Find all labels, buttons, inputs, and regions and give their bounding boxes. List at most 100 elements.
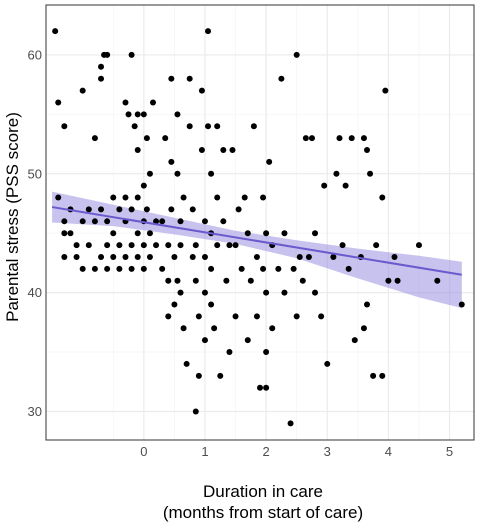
data-point [174,170,181,177]
x-tick-label: 3 [324,444,331,459]
data-point [263,349,270,356]
data-point [226,349,233,356]
data-point [110,253,117,260]
data-point [153,242,160,249]
data-point [205,123,212,130]
data-point [104,218,111,225]
data-point [85,206,92,213]
data-point [269,325,276,332]
data-point [360,325,367,332]
data-point [128,265,135,272]
data-point [61,123,68,130]
data-point [238,265,245,272]
data-point [201,289,208,296]
data-point [122,99,129,106]
data-point [367,170,374,177]
data-point [110,194,117,201]
data-point [385,277,392,284]
data-point [128,242,135,249]
data-point [195,313,202,320]
x-axis-title-line-1: Duration in care [203,482,323,501]
data-point [192,277,199,284]
y-tick-label: 50 [28,166,42,181]
data-point [232,242,239,249]
data-point [232,313,239,320]
data-point [73,242,80,249]
data-point [116,265,123,272]
data-point [379,372,386,379]
data-point [171,253,178,260]
data-point [177,242,184,249]
data-point [339,242,346,249]
data-point [91,218,98,225]
panel-border [45,4,475,441]
data-point [91,265,98,272]
data-point [226,242,233,249]
data-point [183,360,190,367]
data-point [205,28,212,35]
data-point [415,242,422,249]
data-point [345,265,352,272]
data-point [244,230,251,237]
data-point [458,301,465,308]
data-point [104,265,111,272]
data-point [260,194,267,201]
data-point [201,337,208,344]
data-point [223,277,230,284]
data-point [308,135,315,142]
data-point [180,194,187,201]
data-point [55,194,62,201]
data-point [168,75,175,82]
data-point [305,253,312,260]
data-point [104,51,111,58]
data-point [140,265,147,272]
data-point [348,135,355,142]
data-point [360,135,367,142]
data-point [192,242,199,249]
data-point [146,253,153,260]
data-point [208,265,215,272]
data-point [263,289,270,296]
data-point [131,123,138,130]
data-point [153,218,160,225]
data-point [290,265,297,272]
data-point [391,253,398,260]
data-point [296,253,303,260]
data-point [299,277,306,284]
data-point [128,51,135,58]
data-point [168,158,175,165]
data-point [165,313,172,320]
data-point [318,313,325,320]
data-point [263,230,270,237]
y-tick-label: 30 [28,404,42,419]
data-point [79,265,86,272]
data-point [373,242,380,249]
data-point [208,301,215,308]
data-point [214,123,221,130]
data-point [217,372,224,379]
data-point [312,230,319,237]
data-point [211,325,218,332]
data-point [220,147,227,153]
data-point [165,277,172,284]
plot-panel [45,4,475,441]
data-point [293,51,300,58]
data-point [189,206,196,213]
data-point [244,337,251,344]
data-point [122,194,129,201]
data-point [370,372,377,379]
data-point [198,87,205,94]
data-point [220,218,227,225]
data-point [281,230,288,237]
data-point [61,218,68,225]
data-point [116,242,123,249]
data-point [61,230,68,237]
data-point [122,253,129,260]
data-point [79,218,86,225]
data-point [189,253,196,260]
data-point [321,182,328,189]
y-axis-title: Parental stress (PSS score) [3,112,22,322]
y-axis: 30 40 50 60 [28,47,42,419]
data-point [143,135,150,142]
